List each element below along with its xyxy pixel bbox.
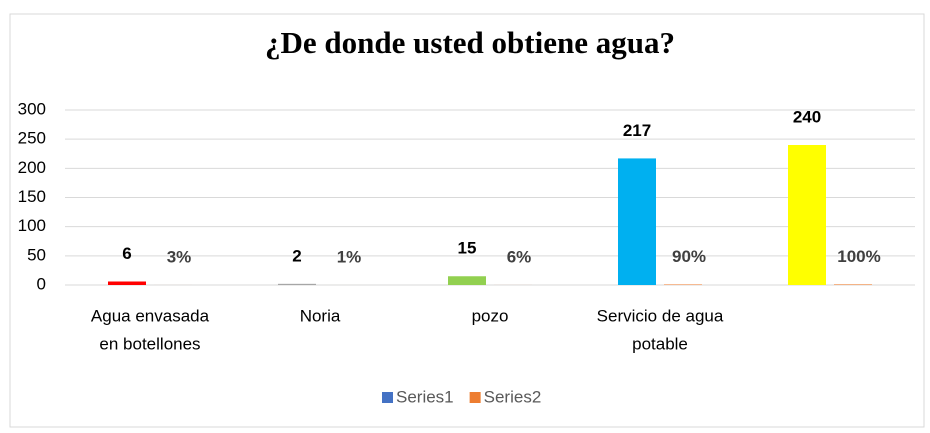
data-label: 3% bbox=[167, 247, 192, 266]
x-tick-label: Servicio de agua bbox=[597, 306, 724, 325]
chart-border bbox=[10, 14, 924, 427]
data-label: 100% bbox=[837, 247, 880, 266]
data-label: 15 bbox=[458, 239, 477, 258]
data-label: 90% bbox=[672, 247, 706, 266]
legend-label: Series1 bbox=[396, 387, 454, 406]
data-label: 6% bbox=[507, 247, 532, 266]
bar bbox=[618, 158, 656, 285]
data-label: 2 bbox=[292, 246, 301, 265]
legend-swatch bbox=[470, 392, 481, 403]
y-tick-label: 0 bbox=[37, 274, 46, 293]
data-label: 240 bbox=[793, 107, 821, 126]
data-label: 1% bbox=[337, 247, 362, 266]
y-tick-label: 150 bbox=[18, 187, 46, 206]
x-tick-label: pozo bbox=[472, 306, 509, 325]
bar bbox=[664, 284, 702, 285]
x-tick-label: Noria bbox=[300, 306, 341, 325]
legend-swatch bbox=[382, 392, 393, 403]
data-label: 6 bbox=[122, 244, 131, 263]
x-tick-label: potable bbox=[632, 334, 688, 353]
bar bbox=[834, 284, 872, 285]
bar bbox=[788, 145, 826, 285]
y-tick-label: 300 bbox=[18, 99, 46, 118]
data-label: 217 bbox=[623, 121, 651, 140]
y-tick-label: 50 bbox=[27, 245, 46, 264]
y-tick-label: 200 bbox=[18, 158, 46, 177]
bar bbox=[278, 284, 316, 285]
legend-label: Series2 bbox=[484, 387, 542, 406]
x-tick-label: Agua envasada bbox=[91, 306, 210, 325]
bar bbox=[448, 276, 486, 285]
bar bbox=[108, 282, 146, 286]
chart-title: ¿De donde usted obtiene agua? bbox=[265, 25, 675, 60]
y-tick-label: 100 bbox=[18, 216, 46, 235]
x-tick-label: en botellones bbox=[99, 334, 200, 353]
y-tick-label: 250 bbox=[18, 129, 46, 148]
